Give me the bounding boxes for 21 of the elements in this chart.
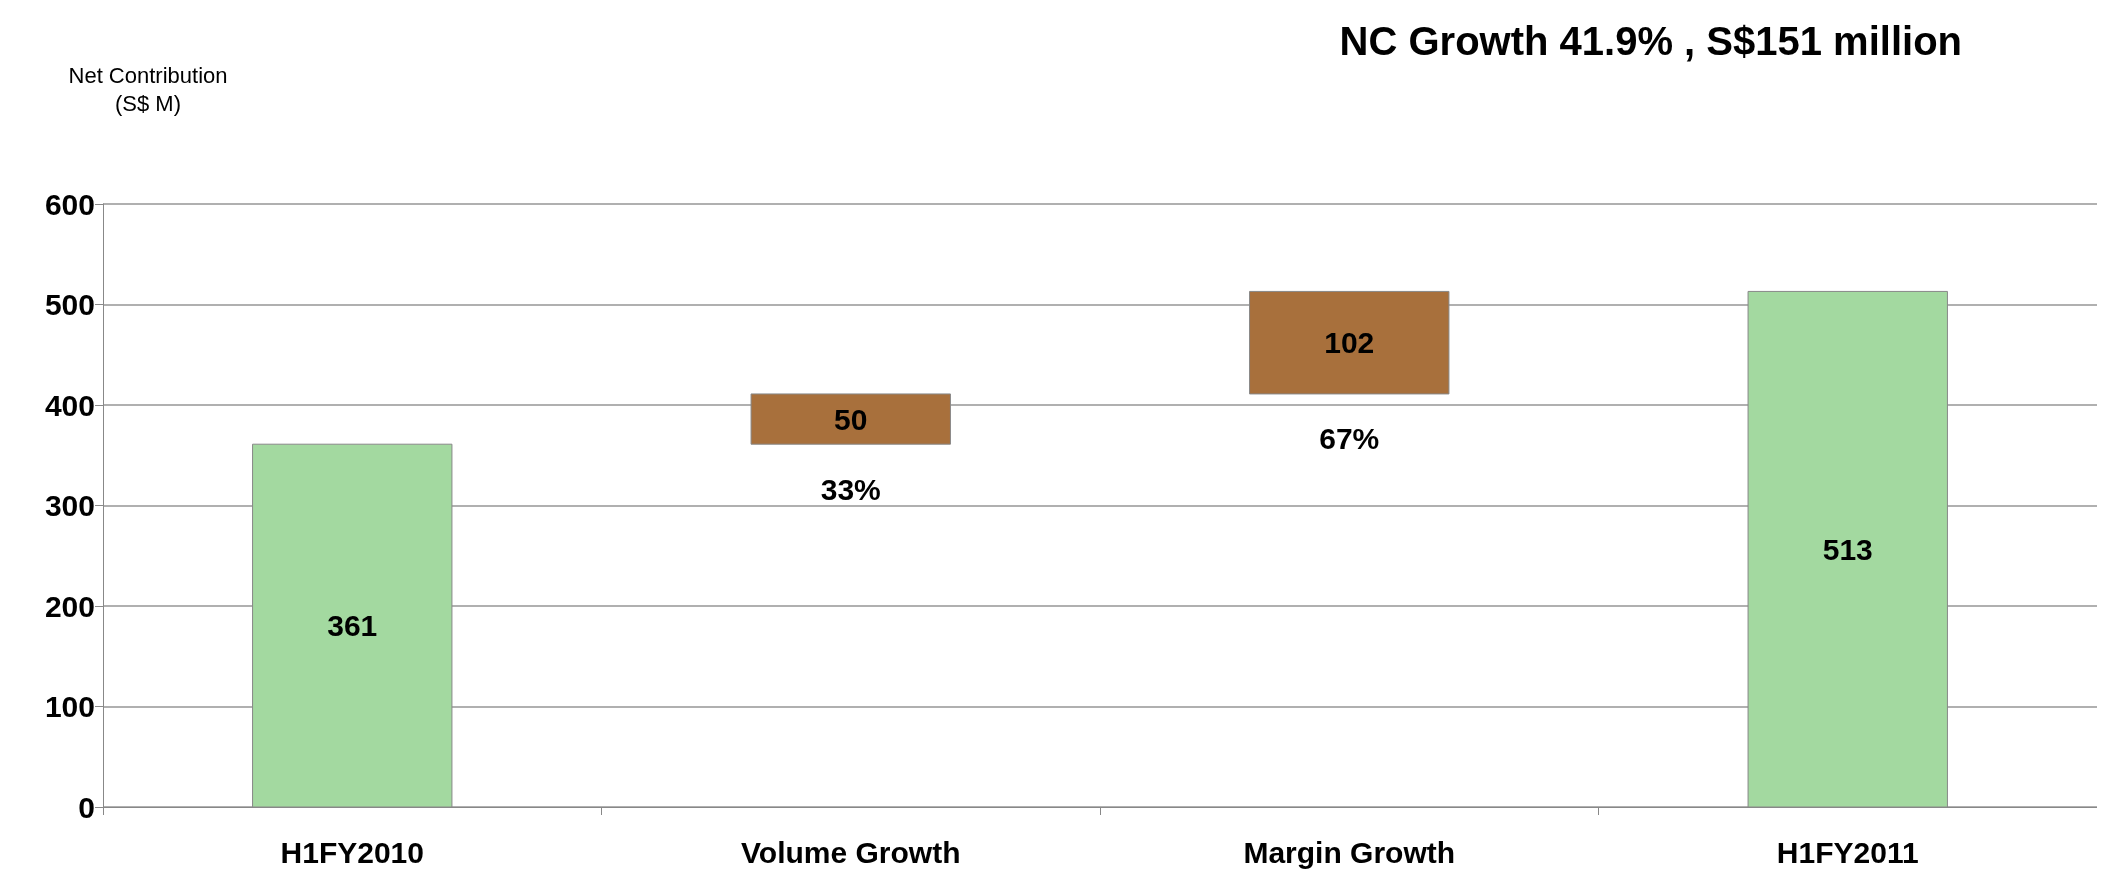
y-tick-label: 100 xyxy=(44,690,95,723)
bar xyxy=(1249,290,1450,395)
y-tick-label: 300 xyxy=(44,489,95,522)
y-axis-title: Net Contribution (S$ M) xyxy=(68,62,228,116)
annotation: 33% xyxy=(820,472,881,506)
y-tick-label: 0 xyxy=(78,790,95,824)
y-tick-label: 500 xyxy=(44,288,95,321)
data-label: 361 xyxy=(327,609,378,643)
bar xyxy=(750,393,951,445)
x-tick-label: Volume Growth xyxy=(741,835,961,869)
data-label: 50 xyxy=(834,402,868,436)
data-label: 513 xyxy=(1822,532,1873,566)
x-tick-label: H1FY2011 xyxy=(1776,835,1919,869)
y-tick-label: 600 xyxy=(44,187,95,221)
x-tick-label: H1FY2010 xyxy=(280,835,424,869)
chart-title: NC Growth 41.9% , S$151 million xyxy=(1339,19,1962,63)
data-label: 102 xyxy=(1324,326,1375,360)
y-tick-label: 400 xyxy=(44,388,95,422)
annotation: 67% xyxy=(1319,422,1380,456)
y-tick-label: 200 xyxy=(44,589,95,623)
x-tick-label: Margin Growth xyxy=(1243,835,1456,869)
